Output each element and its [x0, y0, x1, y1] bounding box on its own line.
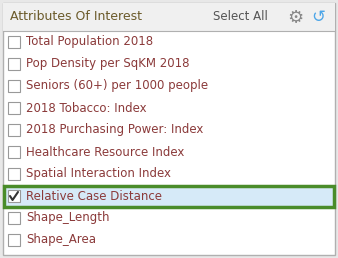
Text: ⚙: ⚙ — [287, 9, 303, 27]
Text: Pop Density per SqKM 2018: Pop Density per SqKM 2018 — [26, 58, 190, 70]
Text: Healthcare Resource Index: Healthcare Resource Index — [26, 146, 184, 158]
Text: Shape_Length: Shape_Length — [26, 212, 110, 224]
Bar — [8, 190, 20, 202]
Bar — [4, 186, 334, 206]
Bar — [8, 234, 20, 246]
Bar — [8, 102, 20, 114]
Bar — [3, 3, 335, 31]
Text: Attributes Of Interest: Attributes Of Interest — [10, 11, 142, 23]
Bar — [8, 36, 20, 48]
Text: Relative Case Distance: Relative Case Distance — [26, 189, 162, 203]
Bar — [8, 58, 20, 70]
Text: Spatial Interaction Index: Spatial Interaction Index — [26, 167, 171, 181]
Bar — [8, 168, 20, 180]
Bar — [8, 80, 20, 92]
Text: Select All: Select All — [213, 11, 268, 23]
Text: Shape_Area: Shape_Area — [26, 233, 96, 246]
Text: Seniors (60+) per 1000 people: Seniors (60+) per 1000 people — [26, 79, 208, 93]
Text: ↺: ↺ — [311, 8, 325, 26]
Text: 2018 Tobacco: Index: 2018 Tobacco: Index — [26, 101, 147, 115]
Text: Total Population 2018: Total Population 2018 — [26, 36, 153, 49]
Bar — [8, 146, 20, 158]
Bar — [8, 124, 20, 136]
Bar — [8, 212, 20, 224]
Text: 2018 Purchasing Power: Index: 2018 Purchasing Power: Index — [26, 124, 203, 136]
